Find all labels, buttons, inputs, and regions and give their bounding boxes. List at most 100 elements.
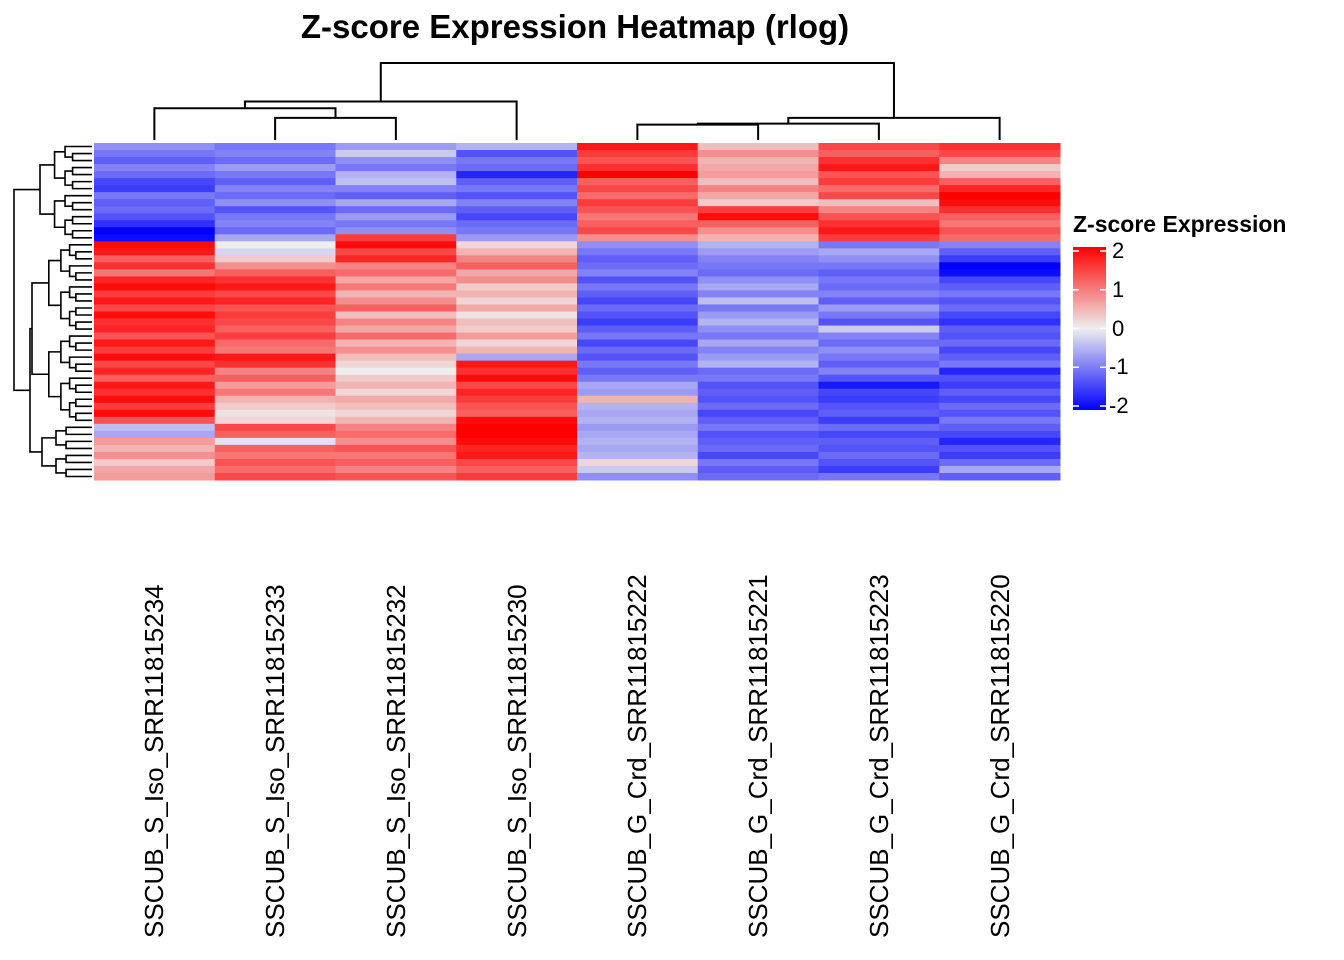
heatmap-cell xyxy=(456,227,578,235)
heatmap-cell xyxy=(456,297,578,305)
heatmap-cell xyxy=(577,346,699,355)
heatmap-cell xyxy=(939,192,1061,200)
heatmap-cell xyxy=(577,430,699,439)
heatmap-cell xyxy=(456,206,578,214)
heatmap-cell xyxy=(697,227,819,235)
heatmap-cell xyxy=(939,178,1061,186)
heatmap-cell xyxy=(214,451,336,460)
heatmap-cell xyxy=(214,374,336,383)
row-dendrogram-branch xyxy=(55,430,67,446)
heatmap-cell xyxy=(214,255,336,263)
heatmap-cell xyxy=(94,206,216,214)
heatmap-cell xyxy=(94,220,216,228)
heatmap-cell xyxy=(577,178,699,186)
heatmap-cell xyxy=(335,283,457,291)
heatmap-cell xyxy=(939,444,1061,453)
row-dendrogram-branch xyxy=(75,307,92,316)
heatmap-cell xyxy=(94,213,216,221)
heatmap-cell xyxy=(697,374,819,383)
heatmap-cell xyxy=(335,234,457,242)
column-dendrogram-branch xyxy=(153,107,337,140)
heatmap-cell xyxy=(214,164,336,172)
heatmap-cell xyxy=(214,388,336,397)
heatmap-cell xyxy=(939,402,1061,411)
heatmap-cell xyxy=(214,311,336,320)
heatmap-cell xyxy=(818,409,940,418)
heatmap-cell xyxy=(697,178,819,186)
heatmap-cell xyxy=(697,339,819,348)
heatmap-cell xyxy=(456,409,578,418)
heatmap-cell xyxy=(577,192,699,200)
heatmap-cell xyxy=(577,311,699,320)
row-dendrogram-branch xyxy=(64,170,73,186)
heatmap-cell xyxy=(456,472,578,481)
heatmap-cell xyxy=(335,143,457,151)
row-dendrogram-branch xyxy=(75,293,92,302)
heatmap-cell xyxy=(818,150,940,158)
heatmap-cell xyxy=(214,206,336,214)
heatmap-cell xyxy=(697,297,819,305)
heatmap-cell xyxy=(94,451,216,460)
heatmap-cell xyxy=(335,332,457,341)
heatmap-cell xyxy=(939,311,1061,320)
heatmap-cell xyxy=(577,367,699,376)
heatmap-cell xyxy=(94,199,216,207)
row-dendrogram-branch xyxy=(60,340,70,364)
column-label: SSCUB_S_Iso_SRR11815233 xyxy=(260,584,291,938)
heatmap-cell xyxy=(939,269,1061,277)
heatmap-cell xyxy=(577,213,699,221)
heatmap-cell xyxy=(577,269,699,277)
heatmap-cell xyxy=(697,395,819,404)
heatmap-cell xyxy=(939,220,1061,228)
heatmap-cell xyxy=(214,430,336,439)
heatmap-cell xyxy=(214,409,336,418)
heatmap-cell xyxy=(939,437,1061,446)
heatmap-cell xyxy=(456,423,578,432)
heatmap-cell xyxy=(456,402,578,411)
row-dendrogram-branch xyxy=(13,188,40,392)
heatmap-cell xyxy=(214,241,336,249)
heatmap-cell xyxy=(335,367,457,376)
heatmap-cell xyxy=(697,150,819,158)
heatmap-cell xyxy=(214,423,336,432)
heatmap-cell xyxy=(577,374,699,383)
row-dendrogram-branch xyxy=(39,164,55,215)
heatmap-cell xyxy=(818,220,940,228)
heatmap-cell xyxy=(818,395,940,404)
heatmap-cell xyxy=(697,185,819,193)
heatmap-cell xyxy=(577,150,699,158)
heatmap-cell xyxy=(456,360,578,369)
heatmap-cell xyxy=(94,185,216,193)
heatmap-cell xyxy=(577,248,699,256)
heatmap-cell xyxy=(577,297,699,305)
heatmap-cell xyxy=(818,465,940,474)
heatmap-cell xyxy=(335,171,457,179)
heatmap-cell xyxy=(939,150,1061,158)
column-label: SSCUB_G_Crd_SRR11815222 xyxy=(622,574,653,938)
heatmap-cell xyxy=(939,234,1061,242)
row-dendrogram-branch xyxy=(71,180,92,190)
row-dendrogram-branch xyxy=(71,229,92,239)
heatmap-cell xyxy=(577,185,699,193)
heatmap-cell xyxy=(577,458,699,467)
heatmap-cell xyxy=(818,367,940,376)
heatmap-cell xyxy=(214,248,336,256)
heatmap-cell xyxy=(697,283,819,291)
heatmap-cell xyxy=(94,143,216,151)
heatmap-cell xyxy=(697,290,819,298)
heatmap-cell xyxy=(577,318,699,327)
heatmap-cell xyxy=(818,213,940,221)
legend-title: Z-score Expression xyxy=(1073,211,1287,237)
heatmap-cell xyxy=(697,220,819,228)
heatmap-cell xyxy=(335,185,457,193)
heatmap-cell xyxy=(939,360,1061,369)
heatmap-cell xyxy=(577,353,699,362)
heatmap-cell xyxy=(335,360,457,369)
column-label: SSCUB_G_Crd_SRR11815223 xyxy=(863,574,894,938)
heatmap-cell xyxy=(939,409,1061,418)
heatmap-cell xyxy=(456,150,578,158)
heatmap-cell xyxy=(456,157,578,165)
heatmap-cell xyxy=(94,227,216,235)
heatmap-cell xyxy=(214,297,336,305)
heatmap-cell xyxy=(577,262,699,270)
